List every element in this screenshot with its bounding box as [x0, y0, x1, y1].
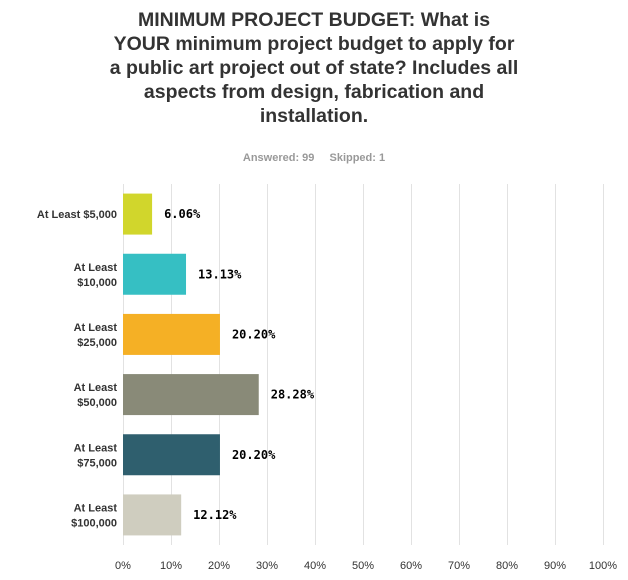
gridlines — [123, 184, 604, 545]
x-tick-label: 100% — [589, 560, 617, 572]
x-tick-label: 0% — [115, 560, 131, 572]
bar — [123, 494, 182, 536]
x-tick-label: 80% — [496, 560, 518, 572]
bar-value-label: 20.20% — [232, 327, 276, 341]
response-stats: Answered: 99 Skipped: 1 — [0, 152, 628, 164]
x-tick-label: 10% — [160, 560, 182, 572]
category-label: At Least $10,000 — [74, 262, 118, 289]
category-label: At Least $100,000 — [71, 502, 117, 529]
x-tick-label: 60% — [400, 560, 422, 572]
category-label: At Least $25,000 — [74, 322, 118, 349]
bar — [123, 434, 220, 476]
x-tick-label: 20% — [208, 560, 230, 572]
bar-value-label: 6.06% — [164, 207, 201, 221]
x-tick-label: 50% — [352, 560, 374, 572]
x-tick-label: 40% — [304, 560, 326, 572]
bar — [123, 253, 187, 295]
bar-value-label: 20.20% — [232, 448, 276, 462]
skipped-count: Skipped: 1 — [329, 152, 386, 164]
x-tick-label: 90% — [544, 560, 566, 572]
bars — [123, 193, 259, 536]
x-tick-label: 70% — [448, 560, 470, 572]
category-label: At Least $50,000 — [74, 382, 118, 409]
bar — [123, 313, 220, 355]
category-label: At Least $5,000 — [37, 209, 117, 221]
answered-count: Answered: 99 — [242, 152, 315, 164]
x-tick-label: 30% — [256, 560, 278, 572]
labels: 0% 10% 20% 30% 40% 50% 60% 70% 80% 90% 100% 6.06% At… — [37, 207, 617, 572]
question-title: MINIMUM PROJECT BUDGET: What is YOUR min… — [109, 9, 519, 127]
category-label: At Least $75,000 — [74, 442, 118, 469]
bar-value-label: 28.28% — [271, 388, 315, 402]
bar-value-label: 12.12% — [193, 508, 237, 522]
bar — [123, 193, 153, 235]
bar — [123, 374, 259, 416]
bar-value-label: 13.13% — [198, 267, 242, 281]
